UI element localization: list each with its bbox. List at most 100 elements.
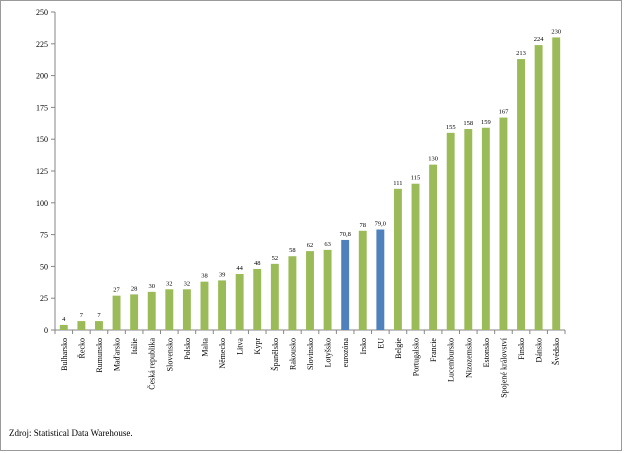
bar [481,127,490,330]
bar [165,289,174,330]
data-label: 39 [219,271,226,278]
data-label: 32 [166,280,173,287]
bar [517,59,525,331]
data-label: 4 [62,316,66,323]
x-tick-label: Lucembursko [447,338,456,382]
y-tick-label: 125 [36,167,48,176]
bar [464,129,473,330]
data-label: 213 [516,50,526,57]
x-tick-label: Itálie [130,338,139,355]
data-label: 38 [201,273,208,280]
y-tick-label: 250 [36,8,48,17]
data-label: 79,0 [375,221,386,228]
bar [270,263,279,330]
data-label: 28 [131,285,138,292]
data-label: 70,8 [339,231,350,238]
data-label: 52 [272,255,279,262]
bar [358,230,367,330]
bar [411,183,420,330]
x-axis-labels: Bulharsko Řecko Rumunsko Maďarsko Itálie Česk… [60,337,561,398]
y-tick-label: 225 [36,40,48,49]
x-tick-label: Polsko [183,338,192,360]
data-label: 230 [551,28,561,35]
bar [323,249,332,330]
y-tick-label: 25 [40,294,48,303]
x-tick-label: Irsko [359,338,368,354]
data-label: 32 [184,280,191,287]
x-tick-label: Belgie [394,338,403,359]
x-tick-label: EU [376,338,385,349]
bar [341,239,350,330]
y-tick-label: 100 [36,199,48,208]
bar [95,321,103,330]
bar [200,281,209,330]
data-label: 48 [254,260,261,267]
data-label: 224 [534,36,545,43]
bar [147,291,156,330]
bar [218,280,227,330]
x-tick-label: Dánsko [535,338,544,362]
x-tick-label: Nizozemsko [464,338,473,378]
data-label: 130 [428,156,438,163]
x-tick-label: eurozóna [341,338,350,368]
y-tick-label: 0 [44,326,48,335]
y-tick-label: 50 [40,262,48,271]
x-tick-label: Estonsko [482,338,491,367]
bar [235,274,244,330]
x-tick-label: Spojené království [499,337,508,398]
bar [130,294,139,330]
x-tick-label: Řecko [76,338,86,358]
bar [77,321,86,330]
y-axis: 0 25 50 75 100 125 150 175 200 225 250 [36,8,566,335]
data-label: 44 [236,265,243,272]
y-tick-label: 200 [36,72,48,81]
data-label: 7 [80,312,84,319]
bars [59,37,561,331]
x-tick-label: Portugalsko [412,338,421,376]
data-label: 78 [360,222,367,229]
bar [112,295,121,330]
data-labels: 4 7 7 27 28 30 32 32 38 39 44 48 52 58 62 63 70,8 78 79,0 1… [62,28,561,322]
bar [429,164,438,330]
x-tick-label: Rumunsko [95,338,104,373]
data-label: 158 [463,120,473,127]
y-tick-label: 75 [40,231,48,240]
y-tick-label: 175 [36,103,48,112]
source-note: Zdroj: Statistical Data Warehouse. [9,428,133,438]
x-tick-label: Švédsko [552,338,561,365]
x-tick-label: Španělsko [271,338,280,371]
x-tick-label: Slovinsko [306,338,315,370]
x-tick-label: Kypr [253,338,262,355]
bar [306,251,314,330]
bar [182,289,191,330]
bar [376,229,385,330]
data-label: 58 [289,247,296,254]
data-label: 30 [148,283,155,290]
bar [59,324,68,330]
bar [288,256,297,330]
data-label: 159 [481,119,491,126]
data-label: 111 [393,180,402,187]
data-label: 7 [97,312,101,319]
x-tick-label: Rakousko [288,338,297,370]
data-label: 63 [324,241,331,248]
x-tick-label: Česká republika [147,338,157,390]
x-tick-label: Malta [200,338,209,357]
data-label: 167 [499,109,510,116]
bar [253,268,262,330]
data-label: 62 [307,242,314,249]
bar [393,188,402,330]
bar [534,45,543,331]
bar [499,117,508,331]
x-tick-label: Slovensko [165,338,174,371]
data-label: 115 [411,175,421,182]
y-tick-label: 150 [36,135,48,144]
x-tick-label: Finsko [517,338,526,360]
data-label: 27 [113,287,120,294]
x-tick-label: Maďarsko [113,338,122,371]
x-tick-label: Bulharsko [60,338,69,371]
x-tick-label: Litva [236,338,245,355]
data-label: 155 [446,124,456,131]
